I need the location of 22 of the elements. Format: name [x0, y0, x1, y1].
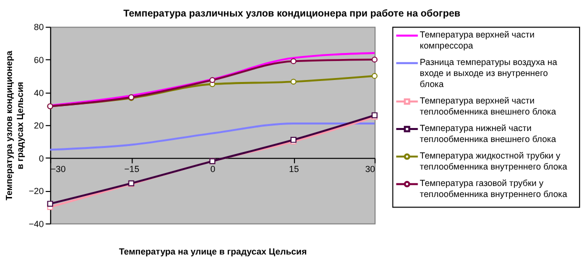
x-tick-label: −30 — [50, 164, 66, 174]
legend-label: Температура жидкостной трубки у теплообменника внутреннего блока — [420, 150, 568, 172]
chart-title: Температура различных узлов кондиционера при работе на обогрев — [123, 8, 460, 20]
x-tick-label: 30 — [365, 164, 376, 174]
y-tick-label: 40 — [34, 88, 44, 98]
x-tick-label: 15 — [289, 164, 299, 174]
legend-label: Температура верхней части компрессора — [420, 30, 535, 50]
y-tick-label: −20 — [28, 186, 44, 196]
y-tick-label: −40 — [28, 218, 44, 229]
legend-label: Температура верхней части теплообменника внешнего блока — [420, 95, 556, 116]
y-axis-title: Температура узлов кондиционера в градусах Цельсия — [4, 50, 25, 200]
line-series — [49, 122, 376, 151]
x-axis-title: Температура на улице в градусах Цельсия — [118, 246, 307, 256]
legend-label: Разница температуры воздуха на входе и выходе из внутреннего блока — [420, 57, 558, 89]
legend-label: Температура газовой трубки у теплообменника внутреннего блока — [420, 178, 568, 199]
x-tick-label: −15 — [124, 164, 140, 174]
x-tick-label: 0 — [210, 164, 216, 174]
y-tick-label: 0 — [38, 153, 44, 164]
legend-label: Температура нижней части теплообменника внешнего блока — [420, 123, 556, 144]
y-tick-label: 20 — [34, 120, 44, 131]
y-tick-label: 80 — [34, 22, 44, 32]
y-tick-label: 60 — [34, 55, 44, 66]
